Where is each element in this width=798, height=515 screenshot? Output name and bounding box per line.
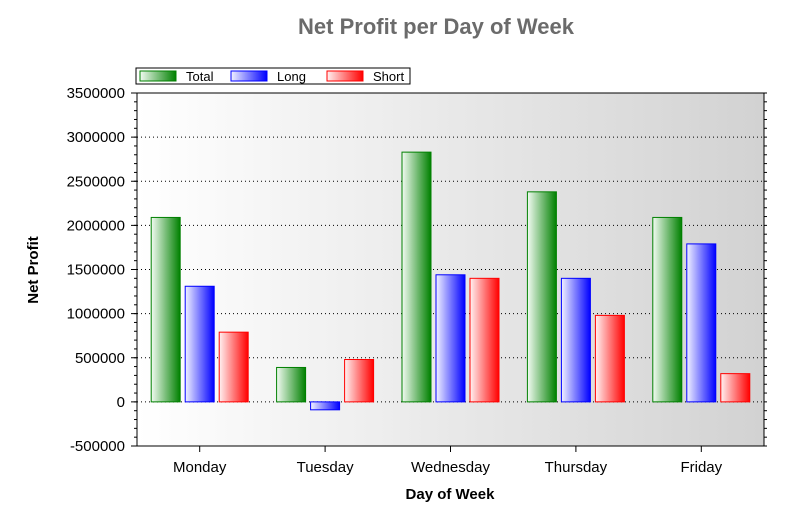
legend: Total Long Short bbox=[135, 67, 411, 85]
bars bbox=[150, 151, 751, 411]
x-tick-label: Friday bbox=[680, 459, 722, 476]
bar-long-wednesday bbox=[435, 274, 466, 403]
x-axis-title: Day of Week bbox=[406, 486, 496, 503]
bar-short-friday bbox=[720, 373, 751, 403]
y-tick-label: 3500000 bbox=[67, 85, 125, 102]
bar-long-tuesday bbox=[310, 401, 341, 411]
bar-short-wednesday bbox=[469, 277, 500, 403]
y-tick-label: 0 bbox=[117, 394, 125, 411]
x-axis: Monday Tuesday Wednesday Thursday Friday bbox=[173, 446, 723, 476]
bar-long-friday bbox=[686, 243, 717, 403]
chart-title: Net Profit per Day of Week bbox=[298, 14, 575, 39]
y-tick-label: -500000 bbox=[70, 438, 125, 455]
bar-total-tuesday bbox=[276, 366, 307, 403]
y-tick-label: 2000000 bbox=[67, 217, 125, 234]
legend-label-short: Short bbox=[373, 69, 404, 84]
legend-label-long: Long bbox=[277, 69, 306, 84]
bar-total-wednesday bbox=[401, 151, 432, 403]
bar-total-monday bbox=[150, 216, 181, 403]
y-axis: -500000 0 500000 1000000 1500000 2000000 25000… bbox=[67, 85, 767, 455]
bar-short-monday bbox=[218, 331, 249, 403]
y-tick-label: 2500000 bbox=[67, 173, 125, 190]
legend-box bbox=[135, 67, 411, 85]
y-tick-label: 3000000 bbox=[67, 129, 125, 146]
y-tick-label: 500000 bbox=[75, 350, 125, 367]
bar-total-thursday bbox=[526, 191, 557, 403]
y-axis-title: Net Profit bbox=[25, 236, 42, 304]
x-tick-label: Monday bbox=[173, 459, 227, 476]
x-tick-label: Wednesday bbox=[411, 459, 490, 476]
bar-long-thursday bbox=[560, 277, 591, 403]
legend-swatch-short bbox=[326, 70, 364, 82]
legend-swatch-total bbox=[139, 70, 177, 82]
bar-short-thursday bbox=[594, 314, 625, 403]
y-tick-label: 1500000 bbox=[67, 262, 125, 279]
bar-short-tuesday bbox=[344, 359, 375, 403]
legend-swatch-long bbox=[230, 70, 268, 82]
x-tick-label: Thursday bbox=[545, 459, 608, 476]
y-tick-label: 1000000 bbox=[67, 306, 125, 323]
bar-total-friday bbox=[652, 216, 683, 403]
bar-long-monday bbox=[184, 285, 215, 403]
legend-label-total: Total bbox=[186, 69, 214, 84]
x-tick-label: Tuesday bbox=[297, 459, 354, 476]
